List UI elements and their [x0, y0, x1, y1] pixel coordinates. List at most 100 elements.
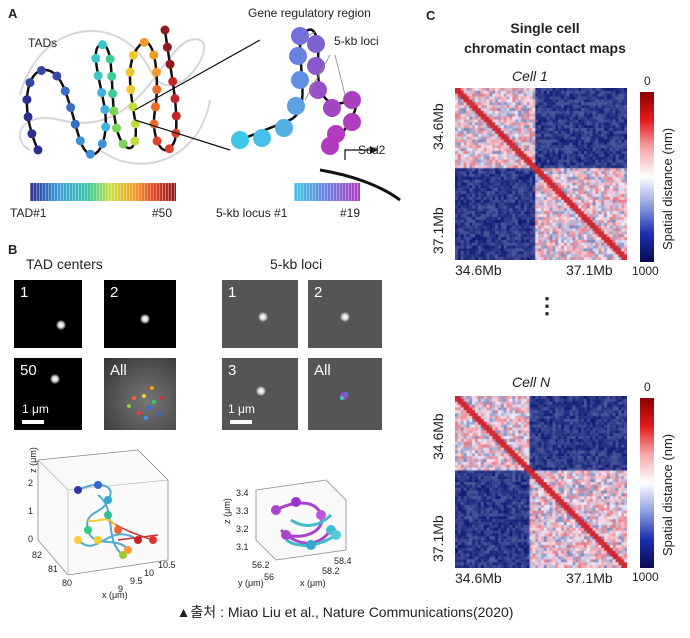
- loci-z-tick: 3.3: [236, 506, 249, 516]
- locus-bead: [231, 131, 249, 149]
- tad-3d-plot: [37, 449, 169, 576]
- tad-tile-2: 2: [104, 280, 176, 348]
- panel-a-figure: [19, 25, 401, 202]
- tad-bead: [126, 84, 136, 94]
- locus-bead: [321, 137, 339, 155]
- tad-start-label: TAD#1: [10, 206, 47, 220]
- tads-label: TADs: [28, 36, 58, 50]
- locus-bead: [323, 99, 341, 117]
- cellN-heatmap: [455, 396, 627, 568]
- loci-z-tick: 3.2: [236, 524, 249, 534]
- tad-bead: [152, 136, 162, 146]
- scd2-label: Scd2: [358, 143, 386, 157]
- tad-bead: [118, 139, 128, 149]
- cellN-label: Cell N: [512, 374, 551, 390]
- loci-tile-1: 1: [222, 280, 298, 348]
- tad-bead: [130, 136, 140, 146]
- tad-z-tick: 2: [28, 478, 34, 488]
- cellN-colorbar-max: 1000: [632, 570, 659, 584]
- loci-label: 5-kb loci: [334, 34, 379, 48]
- panel-c-title: Single cell chromatin contact maps: [440, 18, 650, 58]
- tad-bead: [149, 50, 159, 60]
- tile-number: 3: [228, 362, 237, 379]
- tad-bead: [160, 25, 170, 35]
- signal-spot: [258, 312, 268, 322]
- cellN-x-end: 37.1Mb: [566, 570, 613, 586]
- tile-number: 1: [20, 284, 29, 301]
- tad-bead: [128, 50, 138, 60]
- cell1-heatmap: [455, 88, 627, 260]
- locus-end-label: #19: [340, 206, 361, 220]
- tad-bead: [33, 145, 43, 155]
- tad-bead: [150, 102, 160, 112]
- cell1-colorbar-label: Spatial distance (nm): [660, 127, 675, 250]
- cellN-colorbar-min: 0: [644, 380, 651, 394]
- tile-number: 2: [314, 284, 323, 301]
- tad-tile-all: All: [104, 358, 176, 430]
- tad-bead: [162, 42, 172, 52]
- tile-number: 50: [20, 362, 37, 379]
- cell1-colorbar-max: 1000: [632, 264, 659, 278]
- loci-all-dots: [340, 392, 348, 400]
- tad-bead: [25, 78, 35, 88]
- tad-bead: [152, 85, 162, 95]
- tad-bead: [151, 67, 161, 77]
- tad-bead: [108, 89, 118, 99]
- locus-bead: [307, 35, 325, 53]
- tad-bead: [97, 88, 107, 98]
- locus-bead: [309, 81, 327, 99]
- tad-bead: [171, 111, 181, 121]
- signal-spot: [340, 312, 350, 322]
- locus-bead: [343, 91, 361, 109]
- loci-y-tick: 56.2: [252, 560, 270, 570]
- panel-a-letter: A: [8, 6, 18, 21]
- tad-bead: [85, 149, 95, 159]
- loci-3d-plot: [255, 479, 347, 561]
- signal-spot: [256, 386, 266, 396]
- tad-x-tick: 9: [118, 584, 124, 594]
- loci-z-label: z (μm): [221, 498, 232, 524]
- panel-c-letter: C: [426, 8, 436, 23]
- signal-spot: [50, 374, 60, 384]
- locus-bead: [343, 113, 361, 131]
- locus-bead: [291, 71, 309, 89]
- cellN-colorbar: [640, 398, 654, 568]
- tad-tile-1: 1: [14, 280, 82, 348]
- tad-end-label: #50: [152, 206, 173, 220]
- cell1-y-start: 34.6Mb: [430, 103, 446, 150]
- signal-spot: [56, 320, 66, 330]
- tad-bead: [70, 119, 80, 129]
- loci-tile-3: 3 1 μm: [222, 358, 298, 430]
- tad-bead: [97, 139, 107, 149]
- source-caption: ▲출처 : Miao Liu et al., Nature Communicat…: [176, 604, 514, 620]
- locus-bead: [307, 57, 325, 75]
- tad-x-tick: 10: [144, 568, 155, 578]
- panel-c-title-line1: Single cell: [510, 20, 580, 36]
- tad-all-dots: [127, 386, 164, 420]
- cell1-label: Cell 1: [512, 68, 548, 84]
- locus-bead: [291, 27, 309, 45]
- tad-bead: [93, 71, 103, 81]
- signal-spot: [140, 314, 150, 324]
- gene-regulatory-label: Gene regulatory region: [248, 6, 371, 20]
- loci-z-tick: 3.1: [236, 542, 249, 552]
- tad-bead: [75, 136, 85, 146]
- loci-x-tick: 58.2: [322, 566, 340, 576]
- loci-y-label: y (μm): [238, 578, 264, 588]
- tad-x-tick: 10.5: [158, 560, 176, 570]
- tad-bead: [66, 103, 76, 113]
- tad-centers-title: TAD centers: [26, 256, 103, 272]
- locus-bead: [287, 97, 305, 115]
- scale-bar-label: 1 μm: [228, 402, 255, 416]
- tad-bead: [27, 129, 37, 139]
- tad-bead: [107, 71, 117, 81]
- tad-bead: [52, 71, 62, 81]
- loci-y-tick: 56: [264, 572, 275, 582]
- tad-bead: [100, 105, 110, 115]
- tad-z-label: z (μm): [27, 447, 38, 473]
- tad-bead: [130, 119, 140, 129]
- panel-b-letter: B: [8, 242, 18, 257]
- loci-title: 5-kb loci: [270, 256, 323, 272]
- tad-bead: [105, 54, 115, 64]
- tile-number: All: [314, 362, 331, 379]
